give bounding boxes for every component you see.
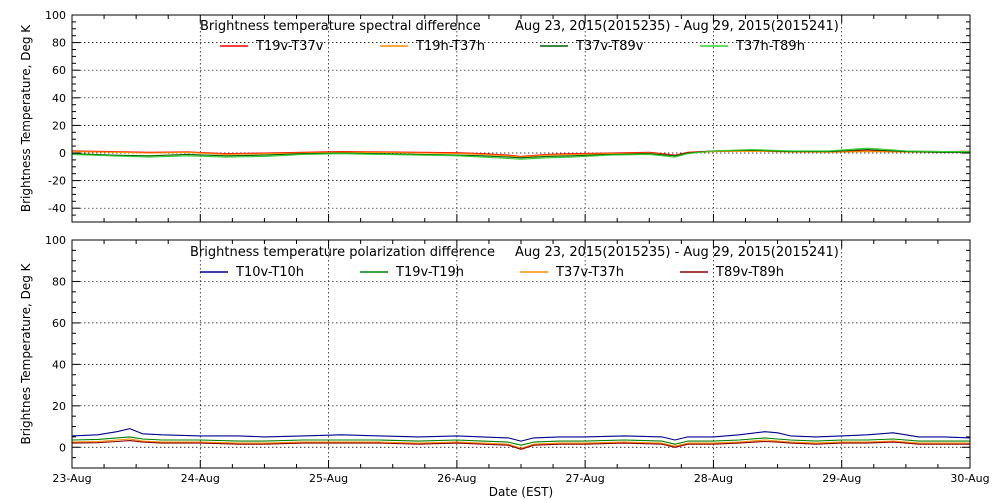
x-axis-label: Date (EST) xyxy=(489,485,553,499)
polarization-difference-panel: 0 20 40 60 80 100 23-Aug 24-Aug 25-Aug 26-Aug 27-A… xyxy=(19,234,990,499)
y-tick-label: 0 xyxy=(59,147,66,160)
spectral-difference-panel: -40 -20 0 20 40 60 80 100 Brightness temperature… xyxy=(19,9,971,223)
series-line-t89v-t89h xyxy=(71,440,970,450)
y-axis-label: Brightness Temperature, Deg K xyxy=(19,24,33,212)
legend-label: T10v-T10h xyxy=(235,265,304,280)
y-tick-label: -20 xyxy=(48,175,66,188)
legend-label: T19v-T37v xyxy=(255,39,324,54)
x-tick-label: 28-Aug xyxy=(694,472,733,485)
chart-date-range: Aug 23, 2015(2015235) - Aug 29, 2015(201… xyxy=(515,245,839,260)
y-tick-label: -40 xyxy=(48,202,66,215)
plot-frame xyxy=(71,14,971,223)
chart-title: Brightness temperature polarization diff… xyxy=(190,245,495,260)
y-tick-label: 100 xyxy=(45,234,66,247)
legend-label: T37h-T89h xyxy=(735,39,805,54)
x-tick-label: 27-Aug xyxy=(566,472,605,485)
legend-label: T19h-T37h xyxy=(415,39,485,54)
y-axis-label: Brightnes Temperature, Deg K xyxy=(19,262,33,444)
y-tick-label: 20 xyxy=(52,119,66,132)
x-tick-label: 29-Aug xyxy=(822,472,861,485)
x-tick-label: 26-Aug xyxy=(437,472,476,485)
y-tick-label: 0 xyxy=(59,441,66,454)
legend-label: T37v-T37h xyxy=(555,265,624,280)
x-tick-label: 24-Aug xyxy=(181,472,220,485)
series-line-t37h-t89h xyxy=(71,147,970,160)
series-line-t37v-t37h xyxy=(71,438,970,449)
legend-label: T19v-T19h xyxy=(395,265,464,280)
chart-date-range: Aug 23, 2015(2015235) - Aug 29, 2015(201… xyxy=(515,19,839,34)
plot-frame xyxy=(71,239,971,469)
y-tick-label: 60 xyxy=(52,64,66,77)
x-tick-label: 23-Aug xyxy=(52,472,91,485)
y-tick-label: 80 xyxy=(52,37,66,50)
series-line-t19v-t19h xyxy=(71,436,970,446)
series-line-t37v-t89v xyxy=(71,149,970,159)
y-tick-label: 100 xyxy=(45,9,66,22)
legend-label: T37v-T89v xyxy=(575,39,644,54)
x-tick-label: 25-Aug xyxy=(309,472,348,485)
y-tick-label: 20 xyxy=(52,400,66,413)
chart-title: Brightness temperature spectral differen… xyxy=(200,19,481,34)
y-tick-label: 40 xyxy=(52,358,66,371)
y-tick-label: 40 xyxy=(52,92,66,105)
y-tick-label: 80 xyxy=(52,275,66,288)
x-tick-label: 30-Aug xyxy=(950,472,989,485)
series-line-t10v-t10h xyxy=(71,428,971,442)
y-tick-label: 60 xyxy=(52,317,66,330)
legend-label: T89v-T89h xyxy=(715,265,784,280)
